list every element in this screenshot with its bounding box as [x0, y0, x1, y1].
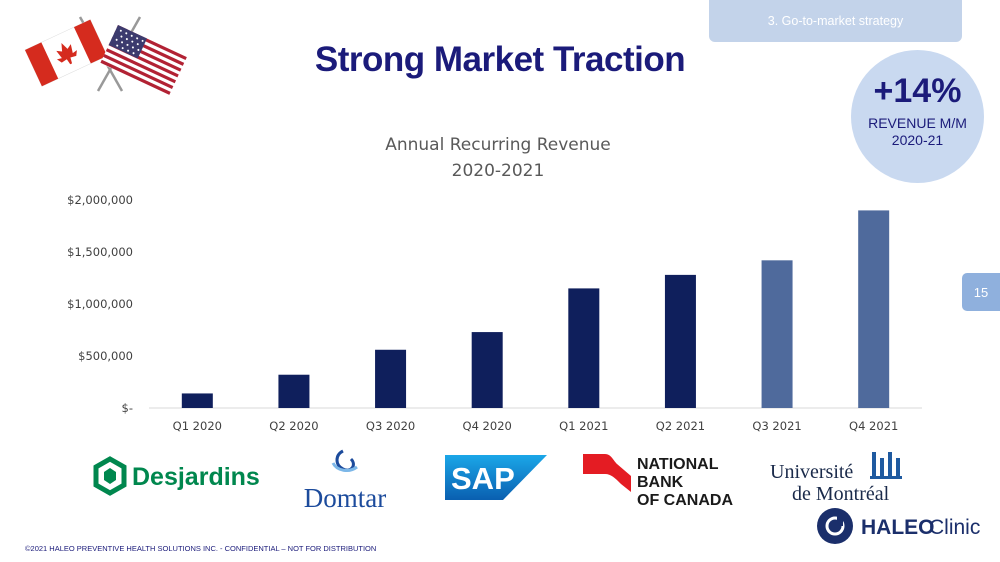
- chart-title-line-2: 2020-2021: [452, 161, 545, 181]
- kpi-label: REVENUE M/M: [868, 115, 967, 131]
- x-tick-label: Q1 2020: [173, 419, 222, 433]
- domtar-wordmark: Domtar: [304, 483, 386, 513]
- bar-q4-2020: [471, 332, 503, 408]
- desjardins-logo: Desjardins: [92, 455, 267, 500]
- usa-flag-icon: [100, 24, 187, 95]
- udem-emblem-icon: [870, 452, 902, 479]
- section-tab: 3. Go-to-market strategy: [709, 0, 962, 42]
- y-tick-label: $-: [122, 401, 133, 415]
- bar-q1-2021: [568, 288, 600, 408]
- bar-q4-2021: [858, 210, 890, 408]
- y-tick-label: $1,500,000: [67, 245, 133, 259]
- x-tick-label: Q2 2020: [269, 419, 318, 433]
- desjardins-wordmark: Desjardins: [132, 463, 260, 491]
- x-tick-label: Q4 2021: [849, 419, 898, 433]
- kpi-value: +14%: [873, 72, 962, 110]
- domtar-swirl-icon: [331, 449, 358, 472]
- sap-wordmark: SAP: [451, 461, 515, 496]
- crossed-flags: [24, 16, 187, 95]
- y-tick-label: $1,000,000: [67, 297, 133, 311]
- y-tick-label: $2,000,000: [67, 193, 133, 207]
- x-tick-label: Q4 2020: [463, 419, 512, 433]
- page-number: 15: [962, 273, 1000, 311]
- bar-q3-2020: [375, 349, 407, 408]
- bar-q1-2020: [181, 393, 213, 408]
- desjardins-hexagon-icon: [93, 456, 127, 496]
- y-tick-label: $500,000: [78, 349, 133, 363]
- bar-q3-2021: [761, 260, 793, 408]
- nbc-flag-icon: [583, 454, 631, 492]
- haleo-clinic-logo: HALEO Clinic: [815, 506, 985, 546]
- bar-q2-2021: [664, 274, 696, 408]
- nbc-line-2: BANK: [637, 474, 684, 491]
- haleo-logo-icon: [817, 508, 853, 544]
- nbc-line-1: NATIONAL: [637, 456, 719, 473]
- sap-logo: SAP: [445, 455, 550, 500]
- domtar-logo: Domtar: [285, 445, 405, 515]
- page-title: Strong Market Traction: [314, 40, 686, 79]
- haleo-wordmark: HALEO: [861, 516, 935, 539]
- chart-title-line-1: Annual Recurring Revenue: [385, 135, 611, 155]
- national-bank-logo: NATIONAL BANK OF CANADA: [583, 452, 748, 510]
- footer-copyright: ©2021 HALEO PREVENTIVE HEALTH SOLUTIONS …: [25, 544, 377, 553]
- clinic-wordmark: Clinic: [929, 516, 980, 539]
- x-tick-label: Q2 2021: [656, 419, 705, 433]
- x-tick-label: Q3 2020: [366, 419, 415, 433]
- udem-line-1: Université: [770, 461, 853, 483]
- nbc-line-3: OF CANADA: [637, 492, 733, 509]
- canada-flag-icon: [24, 19, 108, 87]
- udem-line-2: de Montréal: [792, 483, 890, 505]
- bar-q2-2020: [278, 374, 310, 408]
- kpi-sub: 2020-21: [891, 132, 944, 148]
- x-tick-label: Q3 2021: [752, 419, 801, 433]
- udem-logo: Université de Montréal: [768, 448, 908, 506]
- kpi-circle: +14% REVENUE M/M 2020-21: [851, 50, 984, 183]
- x-tick-label: Q1 2021: [559, 419, 608, 433]
